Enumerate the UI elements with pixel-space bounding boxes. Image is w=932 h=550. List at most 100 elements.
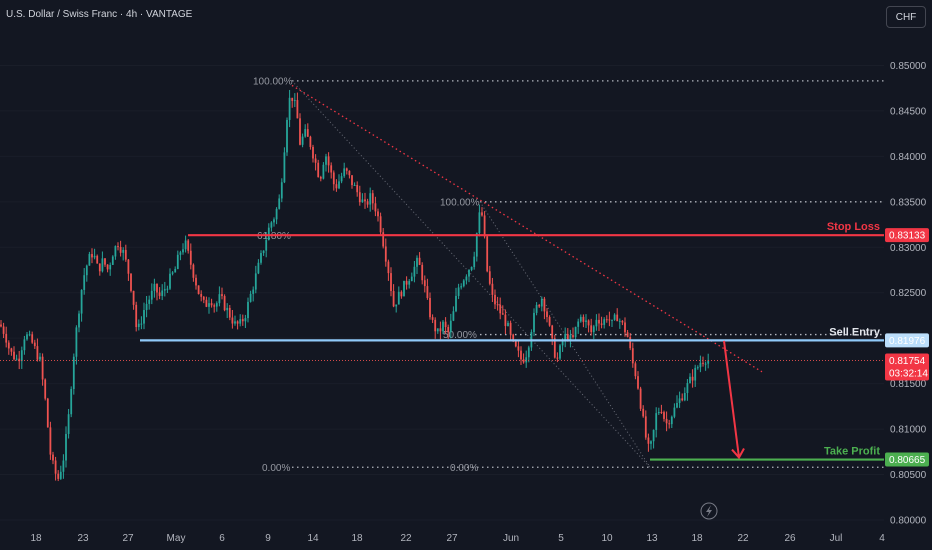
- candle-body: [507, 322, 509, 327]
- candle-body: [655, 413, 658, 430]
- time-tick-label: 27: [446, 533, 458, 544]
- candle-body: [249, 293, 252, 302]
- candle-body: [252, 289, 255, 294]
- candle-body: [179, 252, 182, 255]
- candle-body: [663, 412, 665, 419]
- candle-body: [15, 358, 18, 360]
- candle-body: [613, 314, 616, 320]
- candle-body: [72, 356, 75, 390]
- candle-body: [127, 259, 130, 274]
- candle-body: [273, 219, 275, 223]
- candle-body: [478, 212, 481, 234]
- flash-icon[interactable]: [700, 502, 718, 520]
- candle-body: [137, 323, 140, 328]
- candle-body: [301, 136, 304, 145]
- candle-body: [132, 290, 135, 305]
- candle-body: [33, 342, 36, 347]
- candle-body: [683, 393, 686, 401]
- candle-body: [457, 287, 460, 296]
- candle-body: [156, 283, 158, 293]
- candle-body: [569, 335, 572, 340]
- candle-body: [652, 429, 655, 442]
- candle-body: [195, 277, 197, 286]
- candle-body: [218, 294, 221, 304]
- candle-body: [637, 376, 639, 389]
- time-axis[interactable]: 18 23 27 May 6 9 14 18 22 27 Jun 5 10 13 18 22 26 Jul 4: [30, 533, 885, 544]
- candle-body: [187, 240, 190, 251]
- stop-loss-badge-text: 0.83133: [889, 231, 926, 242]
- candle-body: [582, 316, 585, 322]
- candle-body: [387, 261, 390, 274]
- candle-body: [616, 314, 619, 322]
- candle-body: [111, 256, 114, 265]
- candle-body: [564, 334, 567, 342]
- candle-body: [221, 294, 223, 297]
- candle-body: [509, 322, 512, 335]
- countdown-text: 03:32:14: [889, 369, 928, 380]
- currency-button[interactable]: CHF: [886, 6, 926, 28]
- candle-body: [689, 376, 691, 384]
- candle-body: [5, 333, 8, 343]
- candle-body: [184, 240, 187, 250]
- candle-body: [13, 351, 15, 360]
- candle-body: [686, 383, 689, 394]
- candle-body: [579, 316, 582, 322]
- candle-body: [2, 326, 5, 334]
- candle-body: [327, 156, 330, 166]
- candle-body: [499, 304, 502, 314]
- time-tick-label: 18: [30, 533, 42, 544]
- time-tick-label: 4: [879, 533, 885, 544]
- candle-body: [535, 304, 538, 313]
- time-tick-label: 13: [646, 533, 658, 544]
- candle-body: [408, 281, 411, 285]
- candle-body: [169, 273, 171, 289]
- candle-body: [306, 129, 309, 137]
- candle-body: [660, 412, 663, 414]
- candle-body: [566, 334, 569, 340]
- candle-body: [592, 326, 595, 333]
- candle-body: [124, 249, 127, 260]
- candle-body: [335, 184, 338, 189]
- fib-trend-line: [291, 80, 651, 468]
- time-tick-label: May: [167, 533, 186, 544]
- candle-body: [603, 319, 606, 325]
- fib-level-label: 61.80%: [257, 231, 291, 242]
- time-tick-label: 5: [558, 533, 564, 544]
- candle-body: [247, 301, 249, 319]
- candle-body: [436, 328, 439, 332]
- candle-body: [418, 257, 421, 265]
- forecast-arrow-head: [731, 448, 745, 460]
- candle-body: [470, 266, 473, 270]
- candle-body: [486, 236, 489, 272]
- candle-body: [23, 339, 26, 351]
- candle-body: [26, 334, 28, 340]
- candle-body: [78, 313, 80, 328]
- candle-body: [520, 350, 522, 360]
- candle-body: [10, 348, 13, 352]
- candle-body: [293, 100, 296, 102]
- candle-body: [226, 307, 229, 311]
- candle-body: [538, 304, 541, 307]
- candle-body: [150, 290, 153, 300]
- candle-body: [223, 296, 226, 311]
- candle-body: [52, 454, 54, 461]
- candle-body: [36, 346, 39, 360]
- candle-body: [54, 460, 57, 474]
- candle-body: [202, 296, 205, 300]
- take-profit-badge: [885, 452, 929, 467]
- price-axis[interactable]: 0.800000.805000.810000.815000.820000.825…: [885, 61, 929, 527]
- candle-body: [291, 97, 294, 101]
- candle-body: [553, 338, 556, 358]
- candle-body: [44, 379, 47, 399]
- candle-body: [366, 201, 369, 205]
- candle-body: [426, 286, 429, 298]
- price-tick-label: 0.81500: [890, 379, 927, 390]
- candle-body: [130, 273, 132, 291]
- candle-body: [546, 311, 548, 318]
- take-profit-label: Take Profit: [824, 446, 880, 458]
- price-tick-label: 0.82500: [890, 288, 927, 299]
- grid-layer: [0, 64, 884, 521]
- candle-body: [444, 321, 447, 328]
- fib-level-label: 0.00%: [262, 463, 290, 474]
